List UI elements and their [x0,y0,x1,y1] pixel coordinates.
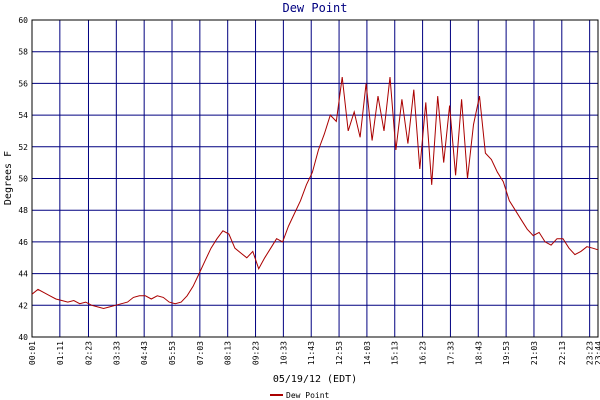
y-tick-label: 40 [18,333,28,342]
x-tick-label: 21:03 [530,341,539,365]
y-tick-label: 42 [18,301,28,310]
x-tick-label: 05:53 [168,341,177,365]
x-tick-label: 00:01 [28,341,37,365]
data-line [31,77,599,310]
x-tick-label: 22:13 [558,341,567,365]
y-tick-label: 54 [18,111,28,120]
x-tick-label: 01:11 [56,341,65,365]
y-tick-label: 44 [18,270,28,279]
x-tick-label: 16:23 [419,341,428,365]
y-tick-label: 46 [18,238,28,247]
x-tick-label: 14:03 [363,341,372,365]
y-tick-label: 58 [18,48,28,57]
x-tick-label: 08:13 [224,341,233,365]
x-tick-label: 12:53 [335,341,344,365]
y-tick-label: 56 [18,79,28,88]
x-tick-label: 19:53 [502,341,511,365]
y-axis-label: Degrees F [3,151,14,205]
chart-title: Dew Point [282,1,347,15]
x-tick-label: 02:23 [84,341,93,365]
x-tick-label: 17:33 [446,341,455,365]
x-tick-label: 23:23 [586,341,595,365]
y-tick-label: 52 [18,143,28,152]
x-tick-label: 23:44 [594,341,600,365]
plot-border [31,19,599,338]
x-tick-label: 04:43 [140,341,149,365]
legend-label: Dew Point [286,391,330,400]
x-tick-label: 15:13 [391,341,400,365]
x-axis-label: 05/19/12 (EDT) [273,374,357,385]
x-tick-label: 18:43 [474,341,483,365]
y-tick-label: 48 [18,206,28,215]
x-tick-label: 11:43 [307,341,316,365]
y-tick-label: 50 [18,175,28,184]
x-tick-label: 10:33 [279,341,288,365]
x-tick-label: 07:03 [196,341,205,365]
x-tick-label: 09:23 [252,341,261,365]
x-tick-label: 03:33 [112,341,121,365]
y-tick-label: 60 [18,16,28,25]
